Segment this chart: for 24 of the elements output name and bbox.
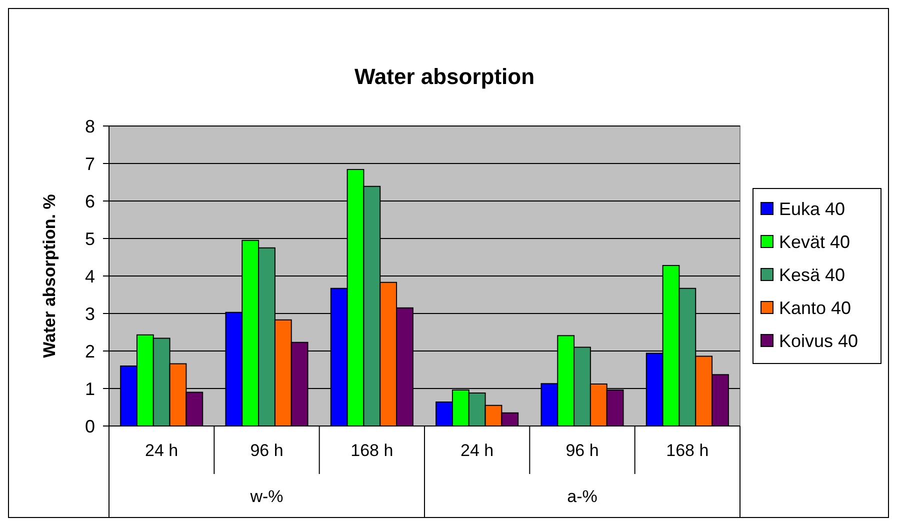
y-tick-label: 0 — [84, 416, 95, 436]
x-tick-label: 96 h — [250, 441, 284, 460]
y-tick-label: 1 — [84, 378, 95, 399]
x-tick-label: 168 h — [350, 441, 394, 460]
legend-label: Euka 40 — [779, 198, 846, 219]
chart-title: Water absorption — [354, 64, 535, 89]
text: w-% — [249, 487, 284, 506]
text: a-% — [567, 487, 598, 506]
legend-label: Koivus 40 — [779, 330, 858, 351]
x-tick-label: 24 h — [460, 441, 494, 460]
y-tick-label: 5 — [84, 228, 95, 249]
y-tick-label: 8 — [84, 116, 95, 136]
x-tick-label: 168 h — [666, 441, 709, 460]
y-tick-label: 6 — [84, 191, 95, 212]
legend-label: Kanto 40 — [779, 298, 852, 318]
y-axis-title: Water absorption. % — [40, 194, 59, 358]
y-tick-label: 4 — [84, 266, 95, 286]
y-tick-label: 7 — [84, 154, 95, 174]
x-tick-label: 96 h — [566, 441, 599, 460]
legend-label: Kevät 40 — [779, 232, 850, 252]
y-tick-label: 2 — [84, 341, 95, 362]
x-tick-label: 24 h — [145, 441, 178, 460]
legend-label: Kesä 40 — [779, 264, 846, 285]
y-tick-label: 3 — [84, 304, 95, 324]
